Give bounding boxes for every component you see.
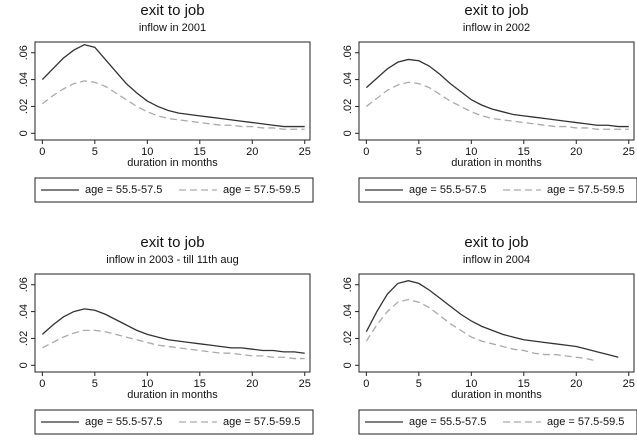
x-tick-label: 0 [39,378,45,390]
y-tick-label: .06 [342,277,354,292]
panel: exit to job inflow in 2002 0 .02 .04 .06 0 5 10 1… [342,2,637,203]
y-tick-label: 0 [18,362,30,368]
series-line [41,308,305,354]
legend-label: age = 55.5-57.5 [85,416,162,428]
legend-label: age = 57.5-59.5 [547,184,624,196]
x-tick-label: 25 [299,378,311,390]
x-tick-label: 0 [39,146,45,158]
series-line [365,298,598,362]
y-tick-label: .04 [342,72,354,87]
y-tick-label: 0 [342,130,354,136]
plot-frame [358,273,635,373]
plot-frame [34,41,311,141]
x-tick-label: 15 [194,146,206,158]
legend-label: age = 55.5-57.5 [409,416,486,428]
chart-title: exit to job [140,2,204,19]
y-tick-label: 0 [18,130,30,136]
x-axis-label: duration in months [451,389,542,401]
legend-label: age = 57.5-59.5 [223,184,300,196]
legend-box [34,177,314,203]
x-tick-label: 25 [623,378,635,390]
y-tick-label: .06 [342,45,354,60]
y-tick-label: .06 [18,277,30,292]
y-tick-label: .06 [18,45,30,60]
x-tick-label: 10 [141,378,153,390]
x-axis-label: duration in months [451,157,542,169]
x-tick-label: 5 [92,146,98,158]
x-tick-label: 10 [141,146,153,158]
chart-subtitle: inflow in 2001 [139,22,206,34]
chart-subtitle: inflow in 2003 - till 11th aug [106,254,239,266]
x-tick-label: 25 [299,146,311,158]
x-tick-label: 0 [363,146,369,158]
legend-label: age = 57.5-59.5 [223,416,300,428]
legend-label: age = 55.5-57.5 [409,184,486,196]
panel: exit to job inflow in 2004 0 .02 .04 .06 0 5 10 1… [342,234,637,435]
series-line [41,43,305,128]
x-axis-label: duration in months [127,157,218,169]
x-tick-label: 25 [623,146,635,158]
x-tick-label: 10 [465,378,477,390]
x-tick-label: 20 [570,146,582,158]
x-tick-label: 15 [518,378,530,390]
series-line [365,280,619,358]
x-tick-label: 5 [416,378,422,390]
y-tick-label: .02 [342,99,354,114]
chart-subtitle: inflow in 2004 [463,254,530,266]
legend-label: age = 57.5-59.5 [547,416,624,428]
plot-frame [358,41,635,141]
x-axis-label: duration in months [127,389,218,401]
panel: exit to job inflow in 2001 0 .02 .04 .06 0 5 10 1… [18,2,314,203]
chart-title: exit to job [140,234,204,251]
y-tick-label: .04 [18,72,30,87]
y-tick-label: .02 [18,99,30,114]
legend-box [34,409,314,435]
x-tick-label: 20 [570,378,582,390]
x-tick-label: 15 [518,146,530,158]
x-tick-label: 5 [92,378,98,390]
panel: exit to job inflow in 2003 - till 11th au… [18,234,314,435]
legend-box [358,177,637,203]
x-tick-label: 5 [416,146,422,158]
y-tick-label: .02 [18,331,30,346]
series-line [365,81,629,130]
series-line [42,329,305,360]
y-tick-label: .04 [342,304,354,319]
x-tick-label: 20 [246,378,258,390]
chart-title: exit to job [464,2,528,19]
plot-frame [34,273,311,373]
x-tick-label: 20 [246,146,258,158]
y-tick-label: .04 [18,304,30,319]
chart-title: exit to job [464,234,528,251]
series-line [41,80,305,130]
x-tick-label: 10 [465,146,477,158]
legend-box [358,409,637,435]
legend-label: age = 55.5-57.5 [85,184,162,196]
x-tick-label: 15 [194,378,206,390]
series-line [365,58,629,128]
y-tick-label: 0 [342,362,354,368]
y-tick-label: .02 [342,331,354,346]
x-tick-label: 0 [363,378,369,390]
chart-subtitle: inflow in 2002 [463,22,530,34]
